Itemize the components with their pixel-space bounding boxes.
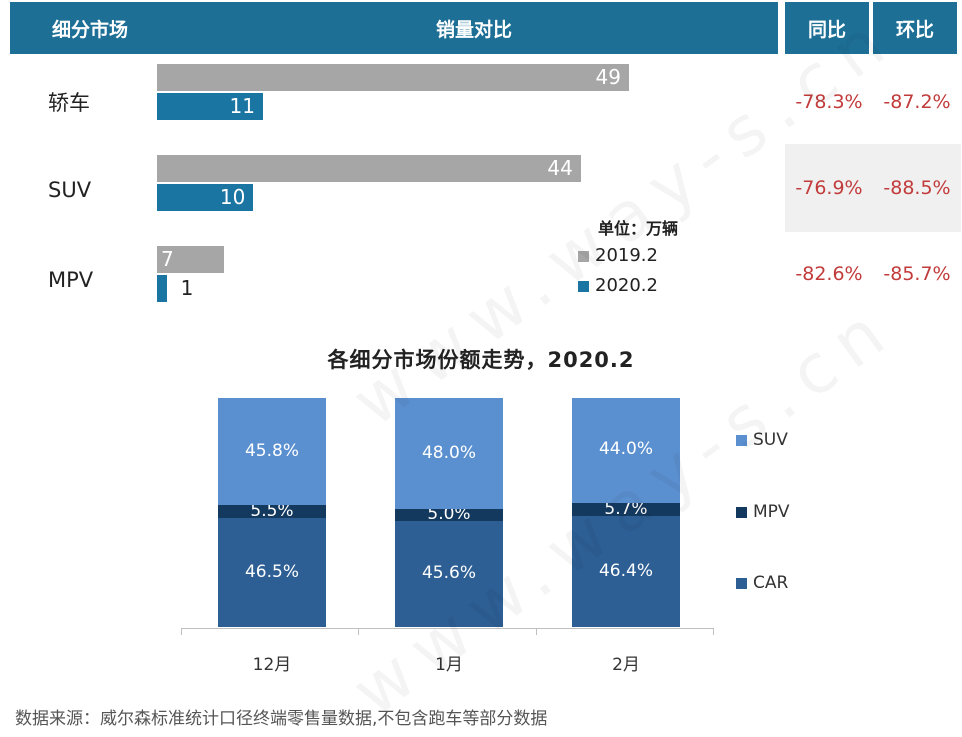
x-axis-tick [181,628,182,635]
legend-label-2020: 2020.2 [595,275,658,296]
x-axis-tick [536,628,537,635]
bar-value-suv-2019-2: 44 [547,156,573,180]
share-chart-title: 各细分市场份额走势，2020.2 [327,348,635,372]
legend2-swatch-suv [736,434,747,446]
x-tick-label-jan: 1月 [435,655,463,675]
stack-seg-dec-car [218,518,326,627]
x-axis-tick [358,628,359,635]
x-axis-tick [713,628,714,635]
header-mom-label: 环比 [895,18,934,41]
legend2-swatch-car [736,577,747,589]
bar-value-mpv-2019-2: 7 [161,247,174,271]
bar-sedan-2020-2 [157,93,263,120]
legend-swatch-2020 [578,280,589,292]
stack-seg-jan-suv [395,398,503,510]
bar-suv-2019-2 [157,155,581,182]
header-mom: 环比 [873,2,957,54]
stack-seg-jan-car [395,521,503,627]
header-compare: 销量对比 [170,2,778,54]
stack-label-feb-car: 46.4% [598,560,653,581]
legend2-item-mpv: MPV [736,502,790,522]
source-note: 数据来源：威尔森标准统计口径终端零售量数据,不包含跑车等部分数据 [15,709,548,729]
legend-label-2019: 2019.2 [595,245,658,266]
legend2-label-suv: SUV [753,430,788,450]
bar-suv-2020-2 [157,184,254,211]
legend2-swatch-mpv [736,506,747,518]
x-tick-label-dec: 12月 [252,655,292,675]
stack-seg-feb-suv [572,398,680,503]
header-segment: 细分市场 [10,2,170,54]
legend2-label-car: CAR [753,573,789,593]
stack-label-feb-suv: 44.0% [598,439,653,460]
stack-label-feb-mpv: 5.7% [604,498,648,519]
legend2-label-mpv: MPV [753,502,790,522]
mom-cell-sedan: -87.2% [883,91,951,113]
row-label-sedan: 轿车 [48,91,90,115]
stack-seg-dec-suv [218,398,326,506]
stack-seg-feb-car [572,516,680,627]
stack-label-dec-mpv: 5.5% [250,500,294,521]
yoy-cell-sedan: -78.3% [795,91,863,113]
stack-label-jan-car: 45.6% [421,563,476,584]
bar-sedan-2019-2 [157,64,629,91]
header-yoy: 同比 [785,2,869,54]
yoy-cell-suv: -76.9% [785,144,873,232]
legend2-item-suv: SUV [736,430,788,450]
mom-cell-mpv: -85.7% [883,263,951,285]
row-label-mpv: MPV [48,268,94,292]
legend-item-2020: 2020.2 [578,275,658,296]
stack-label-jan-suv: 48.0% [421,442,476,463]
header-yoy-label: 同比 [807,18,846,41]
header-compare-label: 销量对比 [435,18,512,41]
header-segment-label: 细分市场 [51,18,128,41]
legend2-item-car: CAR [736,573,788,593]
bar-value-suv-2020-2: 10 [219,185,246,209]
stack-label-dec-car: 46.5% [244,561,299,582]
stack-label-dec-suv: 45.8% [244,440,299,461]
bar-value-sedan-2020-2: 11 [229,94,255,118]
unit-label: 单位：万辆 [598,219,679,238]
legend-item-2019: 2019.2 [578,245,658,266]
yoy-cell-mpv: -82.6% [795,263,863,285]
x-axis-line [181,628,713,629]
bar-value-mpv-2020-2: 1 [180,276,194,300]
bar-mpv-2020-2 [157,275,167,302]
mom-cell-suv: -88.5% [873,144,961,232]
x-tick-label-feb: 2月 [612,655,640,675]
bar-value-sedan-2019-2: 49 [595,65,621,89]
stack-seg-dec-mpv [218,505,326,519]
stack-seg-feb-mpv [572,502,680,517]
bar-mpv-2019-2 [157,246,225,273]
stack-seg-jan-mpv [395,509,503,522]
legend-swatch-2019 [578,250,589,262]
row-label-suv: SUV [48,178,92,202]
